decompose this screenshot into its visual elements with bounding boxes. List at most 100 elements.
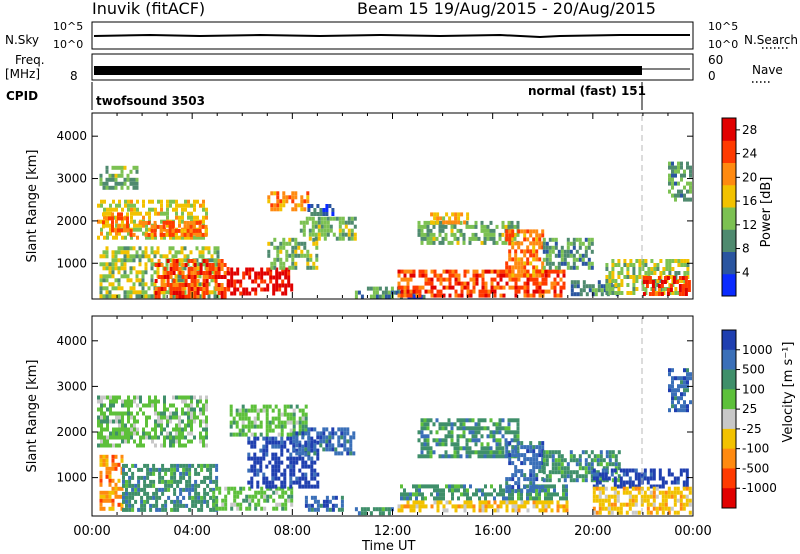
- range-cell: [108, 173, 112, 178]
- range-cell: [137, 507, 141, 512]
- range-cell: [462, 236, 466, 241]
- range-cell: [592, 510, 596, 515]
- range-cell: [595, 476, 599, 481]
- range-cell: [158, 479, 162, 484]
- range-cell: [638, 271, 642, 275]
- range-cell: [199, 235, 202, 240]
- range-cell: [493, 269, 497, 274]
- range-cell: [131, 471, 135, 476]
- range-cell: [581, 450, 585, 455]
- range-cell: [184, 443, 187, 448]
- range-cell: [658, 472, 662, 477]
- range-cell: [680, 376, 683, 381]
- range-cell: [286, 448, 290, 453]
- range-cell: [159, 290, 163, 295]
- range-cell: [669, 284, 673, 288]
- range-cell: [418, 273, 422, 278]
- range-cell: [205, 419, 208, 424]
- range-cell: [516, 438, 520, 443]
- range-cell: [352, 435, 356, 440]
- range-cell: [584, 466, 588, 471]
- range-cell: [511, 273, 515, 278]
- range-cell: [481, 504, 485, 509]
- range-cell: [508, 457, 512, 462]
- range-cell: [206, 503, 210, 508]
- range-cell: [271, 456, 275, 461]
- range-cell: [206, 483, 210, 488]
- range-cell: [184, 279, 188, 283]
- range-cell: [529, 277, 533, 282]
- range-cell: [310, 456, 314, 461]
- range-cell: [160, 235, 163, 240]
- range-cell: [181, 295, 185, 299]
- range-cell: [689, 372, 692, 377]
- range-cell: [447, 422, 451, 427]
- range-cell: [683, 185, 686, 190]
- range-cell: [486, 454, 490, 459]
- range-cell: [538, 233, 542, 238]
- range-cell: [133, 399, 136, 404]
- range-cell: [457, 293, 461, 298]
- range-cell: [227, 287, 231, 292]
- range-cell: [535, 473, 539, 478]
- range-cell: [160, 287, 164, 291]
- range-cell: [614, 454, 618, 459]
- range-cell: [236, 506, 240, 511]
- range-cell: [501, 224, 505, 229]
- range-cell: [456, 442, 460, 447]
- range-cell: [244, 432, 248, 437]
- range-cell: [468, 236, 472, 241]
- range-cell: [462, 446, 466, 451]
- range-cell: [578, 462, 582, 467]
- range-cell: [306, 257, 310, 262]
- range-cell: [513, 232, 517, 237]
- range-cell: [177, 258, 181, 263]
- range-cell: [648, 292, 652, 296]
- range-cell: [176, 507, 180, 512]
- range-cell: [542, 237, 546, 242]
- range-cell: [590, 458, 594, 463]
- range-cell: [499, 269, 503, 274]
- range-cell: [471, 434, 475, 439]
- range-cell: [149, 507, 153, 512]
- range-cell: [117, 258, 121, 263]
- range-cell: [163, 227, 166, 232]
- range-cell: [123, 224, 126, 229]
- range-cell: [283, 476, 287, 481]
- range-cell: [562, 504, 566, 509]
- range-cell: [426, 232, 430, 237]
- range-cell: [199, 407, 202, 412]
- range-cell: [592, 484, 596, 489]
- range-cell: [149, 495, 153, 500]
- range-cell: [202, 295, 206, 299]
- range-cell: [105, 216, 108, 221]
- range-cell: [601, 484, 605, 489]
- range-cell: [160, 431, 163, 436]
- range-cell: [124, 403, 127, 408]
- range-cell: [123, 266, 127, 271]
- range-cell: [545, 261, 549, 266]
- range-cell: [181, 427, 184, 432]
- range-cell: [265, 476, 269, 481]
- range-cell: [578, 454, 582, 459]
- range-cell: [111, 506, 115, 511]
- range-cell: [127, 431, 130, 436]
- range-cell: [459, 220, 463, 225]
- range-cell: [686, 372, 689, 377]
- range-cell: [444, 422, 448, 427]
- range-cell: [421, 500, 425, 505]
- range-cell: [350, 232, 354, 237]
- range-cell: [454, 220, 458, 225]
- range-cell: [601, 502, 605, 507]
- range-cell: [685, 502, 689, 507]
- range-cell: [232, 420, 236, 425]
- range-cell: [569, 470, 573, 475]
- range-cell: [251, 287, 255, 292]
- range-cell: [681, 276, 685, 280]
- range-cell: [154, 427, 157, 432]
- range-cell: [548, 265, 552, 270]
- range-cell: [557, 450, 561, 455]
- range-cell: [480, 426, 484, 431]
- range-cell: [207, 282, 211, 287]
- range-cell: [331, 447, 335, 452]
